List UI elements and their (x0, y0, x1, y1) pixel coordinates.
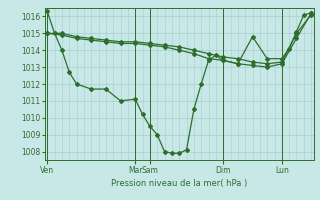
X-axis label: Pression niveau de la mer( hPa ): Pression niveau de la mer( hPa ) (111, 179, 247, 188)
